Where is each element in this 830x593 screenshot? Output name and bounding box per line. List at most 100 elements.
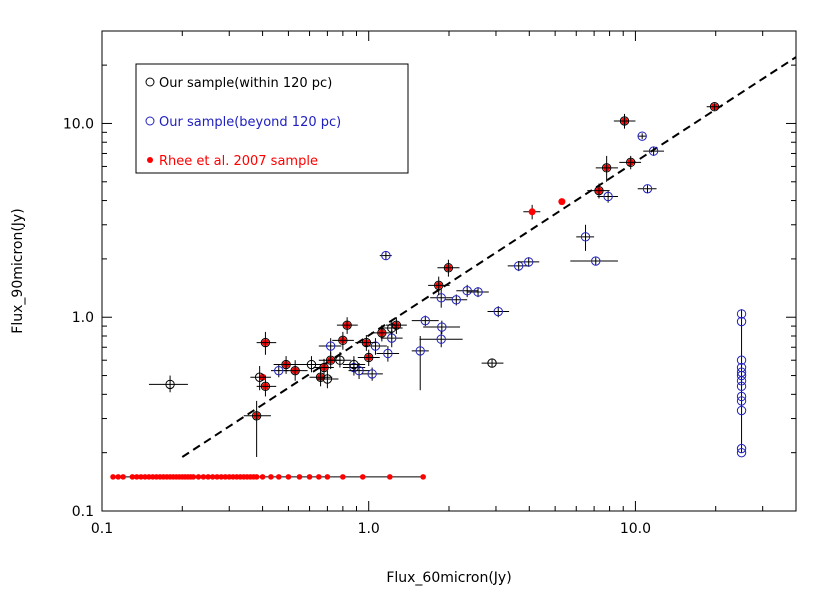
within-point (342, 320, 352, 330)
rhee-upper-limit-point (110, 474, 116, 480)
beyond-point (367, 369, 377, 379)
rhee-upper-limit-point (120, 474, 126, 480)
beyond-point (420, 315, 431, 326)
x-tick-label: 10.0 (620, 521, 651, 537)
within-point (315, 372, 326, 382)
fit-line (181, 56, 797, 458)
within-point (619, 116, 630, 126)
rhee-upper-limit-point (209, 474, 216, 480)
beyond-point (524, 257, 534, 267)
rhee-upper-limit-point (115, 474, 121, 480)
rhee-upper-limit-point (133, 474, 140, 480)
beyond-point (436, 293, 446, 303)
within-point (361, 337, 372, 348)
rhee-upper-limit-point (285, 474, 292, 480)
beyond-point (637, 131, 647, 141)
beyond-point (325, 341, 336, 351)
beyond-point (370, 341, 381, 351)
y-axis-label: Flux_90micron(Jy) (10, 208, 26, 333)
rhee-upper-limit-point (142, 474, 148, 480)
rhee-upper-limit-point (218, 474, 225, 480)
beyond-point (415, 346, 425, 356)
within-point (601, 163, 612, 173)
beyond-point (736, 355, 747, 365)
beyond-point (274, 365, 284, 376)
within-point (377, 328, 387, 338)
within-point (290, 365, 300, 376)
within-point (487, 358, 497, 368)
rhee-upper-limit-point (296, 474, 303, 480)
beyond-point (383, 348, 393, 359)
x-tick-label: 0.1 (91, 521, 113, 537)
beyond-point (603, 191, 613, 202)
within-point (443, 263, 454, 273)
x-axis-label: Flux_60micron(Jy) (386, 570, 511, 586)
rhee-upper-limit-point (324, 474, 331, 480)
legend-rhee-marker (147, 157, 153, 163)
rhee-upper-limit-point (205, 474, 211, 480)
within-point (322, 374, 333, 384)
rhee-upper-limit-point (306, 474, 313, 480)
rhee-upper-limit-point (387, 474, 393, 480)
rhee-upper-limit-point (222, 474, 229, 480)
beyond-point (642, 184, 653, 194)
y-tick-label: 0.1 (72, 504, 94, 520)
beyond-point (381, 250, 391, 261)
beyond-point (354, 365, 364, 376)
within-point (306, 359, 317, 370)
beyond-point (736, 381, 747, 392)
beyond-point (437, 322, 447, 332)
within-point (251, 411, 262, 421)
legend-box (135, 63, 409, 174)
rhee-upper-limit-point (316, 474, 322, 480)
rhee-upper-limit-point (340, 474, 346, 480)
within-point (319, 362, 329, 373)
rhee-upper-limit-point (200, 474, 207, 480)
beyond-point (736, 405, 747, 416)
beyond-point (736, 309, 747, 319)
within-point (260, 381, 271, 392)
rhee-upper-limit-point (259, 474, 266, 480)
within-point (281, 359, 291, 370)
rhee-upper-limit-point (253, 474, 260, 480)
beyond-point (473, 287, 483, 297)
legend: Our sample(within 120 pc) Our sample(bey… (135, 63, 409, 174)
rhee-upper-limit-point (190, 474, 197, 480)
beyond-point (736, 443, 747, 454)
beyond-point (436, 334, 446, 344)
within-point (434, 280, 444, 291)
beyond-point (736, 376, 747, 386)
legend-beyond-label: Our sample(beyond 120 pc) (159, 115, 341, 130)
beyond-point (736, 316, 747, 327)
within-point (254, 372, 265, 382)
within-point (391, 320, 402, 330)
beyond-point (736, 391, 747, 402)
within-point (260, 337, 271, 348)
x-tick-label: 1.0 (358, 521, 380, 537)
rhee-upper-limit-point (214, 474, 220, 480)
within-point (335, 355, 345, 365)
within-point (338, 335, 348, 346)
legend-within-marker (145, 77, 155, 87)
legend-within-label: Our sample(within 120 pc) (159, 76, 332, 91)
beyond-point (493, 306, 503, 317)
rhee-point (558, 198, 566, 206)
beyond-point (648, 146, 659, 156)
beyond-point (580, 232, 591, 242)
rhee-upper-limit-point (420, 474, 426, 480)
within-point (709, 102, 720, 112)
legend-rhee-label: Rhee et al. 2007 sample (159, 154, 318, 169)
y-tick-label: 1.0 (72, 310, 94, 326)
within-point (165, 379, 175, 390)
within-point (349, 359, 359, 370)
beyond-point (591, 256, 601, 266)
within-point (625, 157, 636, 168)
y-tick-label: 10.0 (63, 116, 94, 132)
within-point (594, 185, 604, 196)
beyond-point (462, 286, 472, 296)
beyond-point (451, 295, 461, 305)
rhee-upper-limit-point (138, 474, 144, 480)
legend-beyond-marker (145, 116, 155, 126)
beyond-point (736, 396, 747, 406)
